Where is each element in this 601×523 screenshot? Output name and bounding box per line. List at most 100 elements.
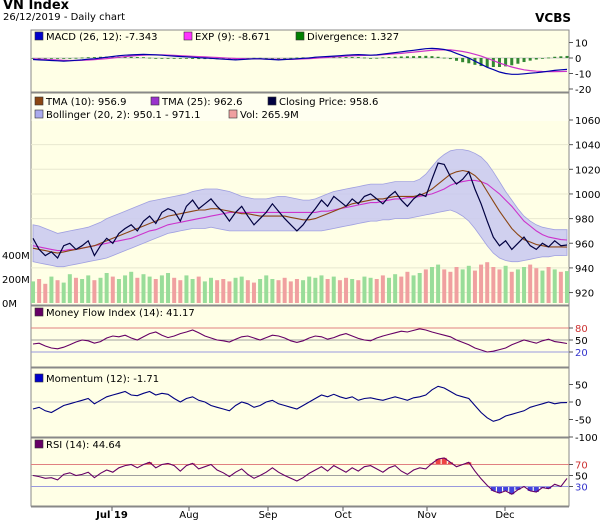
divergence-bar: [62, 58, 66, 59]
divergence-bar: [528, 58, 532, 61]
volume-bar: [479, 264, 484, 303]
y-tick-label: -20: [575, 85, 591, 96]
volume-bar: [276, 280, 281, 303]
y-tick-label: 50: [575, 472, 588, 483]
legend-swatch: [34, 307, 44, 317]
divergence-bar: [295, 57, 299, 59]
y-tick-label: 70: [575, 461, 588, 472]
volume-bar: [497, 269, 502, 303]
divergence-bar: [123, 56, 127, 58]
volume-bar: [80, 279, 85, 303]
volume-bar: [491, 267, 496, 303]
y-tick-label: 0: [575, 398, 581, 409]
divergence-bar: [264, 58, 268, 59]
y-tick-label: 1000: [575, 190, 600, 201]
legend-swatch: [183, 31, 193, 41]
divergence-bar: [461, 58, 465, 63]
divergence-bar: [467, 58, 471, 64]
volume-bar: [110, 276, 115, 303]
rsi-oversold-fill: [527, 486, 533, 491]
volume-bar: [116, 279, 121, 303]
volume-bar: [245, 280, 250, 303]
divergence-bar: [74, 57, 78, 59]
volume-bar: [153, 279, 158, 303]
y-tick-label: 960: [575, 239, 594, 250]
legend-label: TMA (10): 956.9: [45, 97, 126, 108]
volume-bar: [380, 275, 385, 303]
volume-bar: [466, 265, 471, 303]
divergence-bar: [485, 58, 489, 67]
divergence-bar: [197, 58, 201, 60]
volume-bar: [442, 269, 447, 303]
divergence-bar: [68, 58, 72, 59]
volume-bar: [503, 265, 508, 303]
volume-bar: [43, 283, 48, 303]
legend-swatch: [228, 109, 238, 119]
volume-bar: [411, 275, 416, 303]
volume-bar: [454, 267, 459, 303]
y-tick-label: 0: [575, 54, 581, 65]
divergence-bar: [80, 57, 84, 59]
volume-bar: [528, 264, 533, 303]
volume-bar: [485, 262, 490, 303]
y-tick-label: 80: [575, 324, 588, 335]
volume-bar: [123, 275, 128, 303]
x-tick-label: Nov: [417, 510, 437, 521]
divergence-bar: [455, 58, 459, 61]
divergence-bar: [37, 58, 41, 59]
volume-bar: [405, 271, 410, 303]
volume-bar: [215, 280, 220, 303]
divergence-bar: [516, 58, 520, 64]
divergence-bar: [412, 56, 416, 58]
volume-bar: [37, 279, 42, 303]
volume-bar: [344, 277, 349, 303]
y-tick-label: 1040: [575, 141, 600, 152]
volume-tick-label: 0M: [2, 299, 17, 310]
divergence-bar: [393, 56, 397, 58]
rsi-oversold-fill: [533, 486, 539, 492]
volume-bar: [264, 275, 269, 303]
volume-bar: [307, 276, 312, 303]
volume-bar: [423, 269, 428, 303]
mfi-line: [32, 328, 568, 353]
volume-bar: [73, 277, 78, 303]
volume-bar: [159, 275, 164, 303]
divergence-bar: [565, 55, 569, 58]
volume-bar: [282, 277, 287, 303]
volume-tick-label: 200M: [2, 275, 30, 286]
volume-bar: [184, 275, 189, 303]
divergence-bar: [442, 57, 446, 59]
divergence-bar: [381, 57, 385, 59]
rsi-overbought-fill: [466, 462, 472, 465]
chart-title: VN Index: [3, 0, 70, 13]
volume-bar: [147, 276, 152, 303]
volume-bar: [534, 268, 539, 303]
volume-bar: [417, 273, 422, 303]
volume-bar: [301, 280, 306, 303]
divergence-bar: [448, 58, 452, 60]
divergence-bar: [56, 58, 60, 59]
legend-label: Divergence: 1.327: [307, 32, 399, 43]
legend-label: EXP (9): -8.671: [195, 32, 270, 43]
macd-panel: [30, 29, 570, 93]
legend-swatch: [34, 109, 44, 119]
rsi-oversold-fill: [496, 486, 502, 494]
volume-bar: [552, 269, 557, 303]
volume-bar: [294, 279, 299, 303]
volume-bar: [49, 276, 54, 303]
divergence-bar: [479, 58, 483, 67]
divergence-bar: [49, 58, 53, 59]
volume-bar: [522, 267, 527, 303]
divergence-bar: [129, 56, 133, 58]
closing-price-line: [32, 162, 568, 260]
divergence-bar: [178, 58, 182, 59]
volume-bar: [166, 273, 171, 303]
divergence-bar: [491, 58, 495, 67]
volume-bar: [86, 275, 91, 303]
divergence-bar: [86, 57, 90, 59]
divergence-bar: [31, 58, 35, 59]
volume-bar: [362, 276, 367, 303]
volume-bar: [472, 270, 477, 303]
rsi-oversold-fill: [539, 486, 545, 488]
